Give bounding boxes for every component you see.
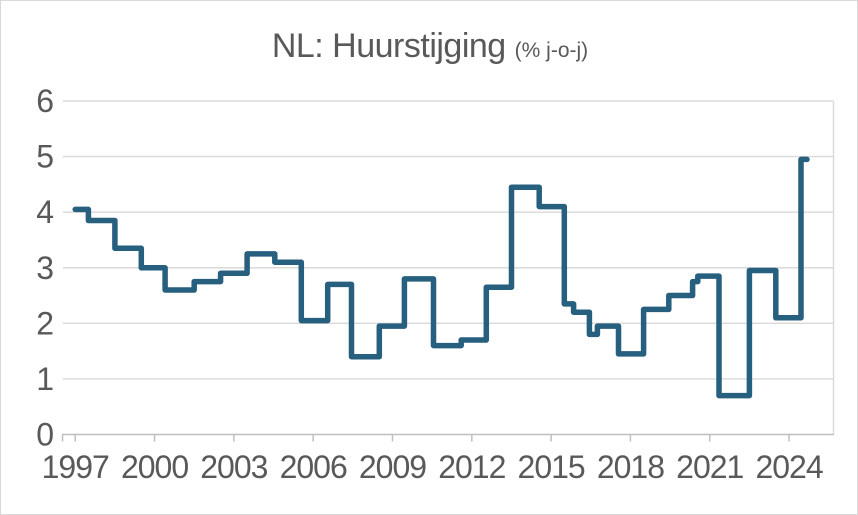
- y-axis-label: 0: [36, 417, 53, 453]
- y-axis-label: 2: [36, 305, 53, 341]
- x-axis-label: 2006: [280, 449, 347, 485]
- x-axis-label: 2000: [121, 449, 188, 485]
- y-axis-label: 3: [36, 250, 53, 286]
- x-axis-label: 1997: [42, 449, 109, 485]
- y-axis-label: 5: [36, 139, 53, 175]
- x-axis-label: 2024: [755, 449, 822, 485]
- chart-title-unit: (% j-o-j): [514, 39, 589, 62]
- chart-title: NL: Huurstijging (% j-o-j): [1, 27, 857, 66]
- x-axis-label: 2003: [200, 449, 267, 485]
- y-axis-label: 6: [36, 83, 53, 119]
- chart-title-main: NL: Huurstijging: [271, 27, 506, 65]
- x-axis-label: 2012: [438, 449, 505, 485]
- x-axis-label: 2018: [597, 449, 664, 485]
- x-axis-label: 2021: [676, 449, 743, 485]
- y-axis-label: 4: [36, 194, 53, 230]
- y-axis-label: 1: [36, 361, 53, 397]
- x-axis-label: 2015: [518, 449, 585, 485]
- x-axis-label: 2009: [359, 449, 426, 485]
- series-line-huurstijging: [72, 156, 810, 399]
